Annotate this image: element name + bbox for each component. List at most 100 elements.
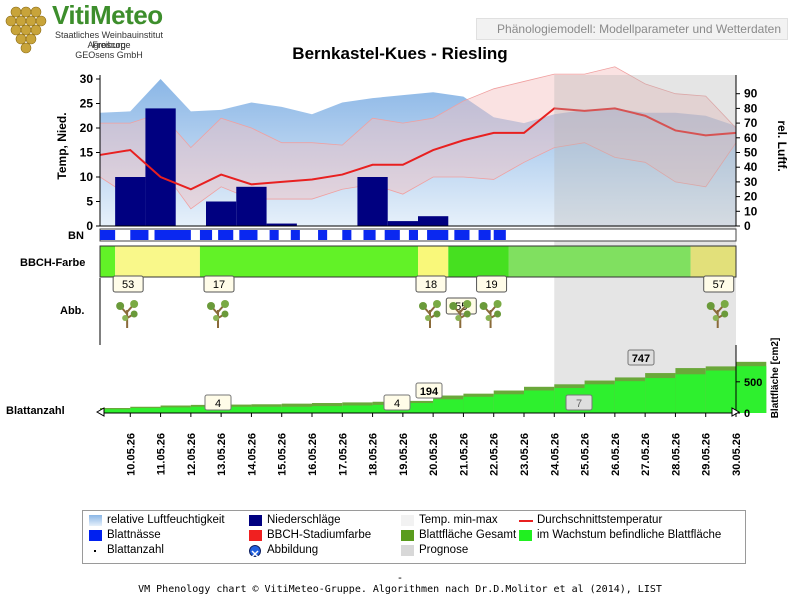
leaf-area-growing-bar — [100, 409, 131, 413]
legend-swatch — [249, 530, 262, 541]
leaf-wetness-segment — [408, 230, 418, 240]
stage-number: 17 — [213, 279, 225, 291]
leaf-area-growing-bar — [160, 407, 191, 413]
vine-shoot-icon — [449, 300, 472, 328]
stage-number: 57 — [713, 279, 725, 291]
leaf-area-growing-bar — [736, 366, 767, 413]
legend-label: Durchschnittstemperatur — [537, 514, 663, 526]
right-tick-label: 70 — [744, 116, 758, 130]
wetness-label: BN — [68, 230, 84, 242]
grape-icon — [5, 6, 47, 54]
leaf-area-growing-bar — [251, 406, 282, 413]
leaf-annotation-box — [383, 394, 411, 411]
leaf-wetness-segment — [384, 230, 400, 240]
stage-number: 19 — [485, 279, 497, 291]
stage-marker: 18 — [415, 275, 447, 328]
vine-leaf — [720, 300, 729, 308]
bbch-band — [448, 246, 509, 277]
x-tick-label: 12.05.26 — [186, 433, 198, 476]
logo-geosens: GEOsens GmbH — [75, 50, 143, 60]
legend-label: Prognose — [419, 544, 469, 556]
leaf-area-growing-bar — [342, 405, 373, 413]
vine-leaf — [425, 315, 431, 321]
mean-temperature-line — [99, 107, 737, 191]
stage-marker: 55 — [445, 297, 477, 328]
x-tick-label: 29.05.26 — [701, 433, 713, 476]
x-tick-label: 21.05.26 — [458, 433, 470, 476]
vine-shoot-icon — [207, 300, 229, 328]
right-tick-label: 30 — [744, 175, 758, 189]
left-tick-label: 30 — [80, 72, 94, 86]
stage-number: 53 — [122, 279, 134, 291]
leaf-wetness-segment — [218, 230, 234, 240]
leaf-wetness-segment — [154, 230, 191, 240]
vine-leaf — [116, 302, 125, 310]
leaf-wetness-segment — [342, 230, 352, 240]
leaf-annotation: 4 — [383, 394, 411, 411]
stage-marker: 19 — [476, 275, 508, 328]
legend-swatch — [401, 545, 414, 556]
leaf-count-label: Blattanzahl — [6, 405, 65, 417]
vine-leaf — [433, 310, 441, 318]
vine-leaf — [493, 300, 502, 308]
legend-label: Blattnässe — [107, 529, 161, 541]
header-box: Phänologiemodell: Modellparameter und We… — [476, 18, 788, 40]
legend-label: relative Luftfeuchtigkeit — [107, 514, 225, 526]
stage-box — [703, 275, 735, 293]
logo-institute: Staatliches Weinbauinstitut Freiburg — [55, 30, 163, 50]
legend-swatch — [519, 520, 533, 522]
bbch-band — [199, 246, 418, 277]
precipitation-bar — [266, 223, 297, 226]
precipitation-bar — [236, 186, 267, 226]
leaf-area-axis-label: Blattfläche [cm2] — [770, 338, 781, 419]
footer-credit: VM Phenology chart © VitiMeteo-Gruppe. A… — [138, 584, 662, 595]
x-tick-label: 23.05.26 — [519, 433, 531, 476]
precipitation-bar — [418, 216, 449, 226]
leaf-wetness-segment — [269, 230, 279, 240]
right-tick-label: 10 — [744, 204, 758, 218]
precipitation-bar — [357, 177, 388, 226]
leaf-annotation-box — [565, 394, 593, 411]
left-tick-label: 10 — [80, 170, 94, 184]
stage-box — [415, 275, 447, 293]
stage-marker: 57 — [703, 275, 735, 328]
vine-leaf — [207, 302, 215, 310]
vine-leaf — [494, 310, 502, 318]
leaf-area-growing-bar — [524, 390, 555, 413]
bbch-band — [508, 246, 691, 277]
left-tick-label: 0 — [86, 219, 93, 233]
x-tick-label: 25.05.26 — [580, 433, 592, 476]
leaf-wetness-segment — [318, 230, 328, 240]
leaf-annotation: 7 — [565, 394, 593, 411]
legend-label: Blattanzahl — [107, 544, 164, 556]
leaf-area-growing-bar — [463, 396, 494, 413]
right-tick-label: 60 — [744, 131, 758, 145]
stage-box — [203, 275, 235, 293]
right-tick-label: 90 — [744, 87, 758, 101]
left-tick-label: 15 — [80, 146, 94, 160]
x-tick-label: 15.05.26 — [277, 433, 289, 476]
legend-label: im Wachstum befindliche Blattfläche — [537, 529, 722, 541]
leaf-wetness-segment — [239, 230, 258, 240]
precipitation-bar — [115, 177, 146, 226]
leaf-annotation-value: 4 — [394, 398, 400, 410]
leaf-wetness-segment — [478, 230, 491, 240]
vine-leaf — [463, 310, 471, 318]
leaf-annotation-value: 747 — [632, 353, 650, 365]
leaf-area-growing-bar — [221, 406, 252, 413]
stage-image-label: Abb. — [60, 305, 84, 317]
leaf-wetness-segment — [363, 230, 376, 240]
leaf-wetness-segment — [100, 230, 116, 240]
vine-leaf — [449, 302, 458, 310]
left-tick-label: 25 — [80, 97, 94, 111]
legend-swatch — [401, 515, 414, 526]
leaf-wetness-segment — [493, 230, 506, 240]
x-tick-label: 27.05.26 — [640, 433, 652, 476]
leaf-annotation-value: 4 — [215, 398, 221, 410]
logo-agroscope: Agroscope — [87, 40, 131, 50]
x-tick-label: 10.05.26 — [125, 433, 137, 476]
leaf-area-growing-bar — [675, 374, 706, 413]
right-tick-label: 20 — [744, 190, 758, 204]
chart-title: Bernkastel-Kues - Riesling — [292, 44, 508, 63]
